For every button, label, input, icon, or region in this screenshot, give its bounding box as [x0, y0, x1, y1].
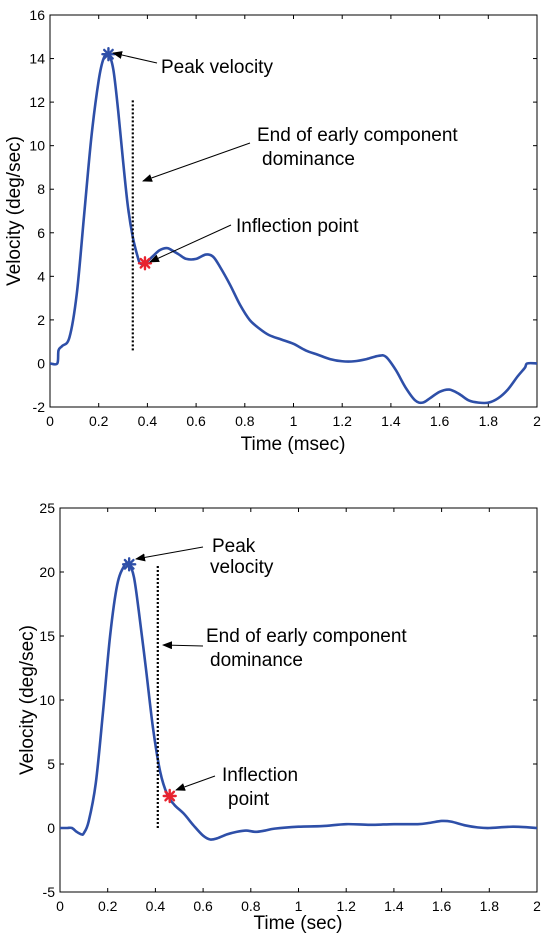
annotation-peak-velocity: Peak velocity [161, 57, 273, 78]
annotation-peak-line1: Peak [212, 536, 256, 557]
x-tick-label: 0.6 [186, 413, 206, 429]
x-tick-label: 0.2 [98, 898, 118, 914]
y-tick-label: 8 [37, 181, 45, 197]
y-tick-label: 20 [39, 564, 55, 580]
annotation-peak-line2: velocity [210, 557, 274, 578]
y-tick-label: 10 [29, 138, 45, 154]
annotation-inflection-point: Inflection point [236, 216, 359, 237]
x-tick-label: 0.4 [146, 898, 166, 914]
x-tick-label: 1.4 [381, 413, 401, 429]
peak-velocity-marker [121, 557, 137, 572]
annotation-end-early-line2: dominance [262, 149, 355, 170]
y-tick-label: 5 [47, 756, 55, 772]
x-tick-label: 0 [56, 898, 64, 914]
plot-frame [49, 14, 538, 408]
x-tick-label: 0.8 [241, 898, 261, 914]
y-tick-label: 14 [29, 51, 45, 67]
annotation-arrow-end-early [142, 142, 251, 182]
x-tick-label: 2 [533, 413, 541, 429]
annotation-end-early-line1: End of early component [206, 626, 407, 647]
x-tick-label: 1.4 [384, 898, 404, 914]
x-tick-label: 0.2 [89, 413, 109, 429]
y-tick-label: 0 [37, 355, 45, 371]
y-tick-label: -2 [33, 399, 46, 415]
annotation-arrow-inflection [175, 775, 216, 791]
y-tick-label: 2 [37, 312, 45, 328]
annotation-arrow-peak [112, 51, 158, 64]
y-axis-label: Velocity (deg/sec) [4, 136, 25, 286]
y-tick-label: 15 [39, 628, 55, 644]
annotation-end-early-line2: dominance [210, 650, 303, 671]
y-tick-label: 6 [37, 225, 45, 241]
peak-velocity-marker [101, 47, 116, 62]
inflection-point-marker [137, 256, 153, 271]
y-tick-label: 4 [37, 268, 45, 284]
x-tick-label: 0.8 [235, 413, 255, 429]
x-axis-label: Time (sec) [253, 913, 342, 934]
y-axis-label: Velocity (deg/sec) [17, 625, 38, 775]
annotation-arrow-peak [135, 546, 204, 562]
x-tick-label: 0.6 [193, 898, 213, 914]
annotation-inflection-line2: point [228, 789, 270, 810]
y-tick-label: 0 [47, 820, 55, 836]
x-tick-label: 1.2 [336, 898, 356, 914]
annotation-inflection-line1: Inflection [222, 765, 298, 786]
x-tick-label: 1.8 [479, 413, 499, 429]
x-tick-label: 1 [295, 898, 303, 914]
y-tick-label: 10 [39, 692, 55, 708]
x-tick-label: 1.2 [332, 413, 352, 429]
x-tick-label: 1.6 [432, 898, 452, 914]
x-tick-label: 2 [533, 898, 541, 914]
x-tick-label: 1.8 [480, 898, 500, 914]
x-tick-label: 0 [46, 413, 54, 429]
x-tick-label: 1 [290, 413, 298, 429]
x-axis-label: Time (msec) [241, 434, 346, 455]
x-tick-label: 0.4 [138, 413, 158, 429]
annotation-arrow-end-early [162, 641, 204, 650]
annotation-arrow-inflection [149, 224, 232, 263]
annotation-end-early-line1: End of early component [257, 125, 458, 146]
velocity-series-line [60, 561, 538, 841]
x-tick-label: 1.6 [430, 413, 450, 429]
y-tick-label: -5 [43, 884, 56, 900]
y-tick-label: 12 [29, 94, 45, 110]
y-tick-label: 16 [29, 7, 45, 23]
chart-top: 0 0.2 0.4 0.6 0.8 1 1.2 1.4 1.6 1.8 2-202468101214… [4, 7, 541, 455]
y-tick-label: 25 [39, 500, 55, 516]
chart-bottom: 0 0.2 0.4 0.6 0.8 1 1.2 1.4 1.6 1.8 2-50510152025 … [17, 500, 541, 934]
inflection-point-marker [162, 788, 177, 804]
